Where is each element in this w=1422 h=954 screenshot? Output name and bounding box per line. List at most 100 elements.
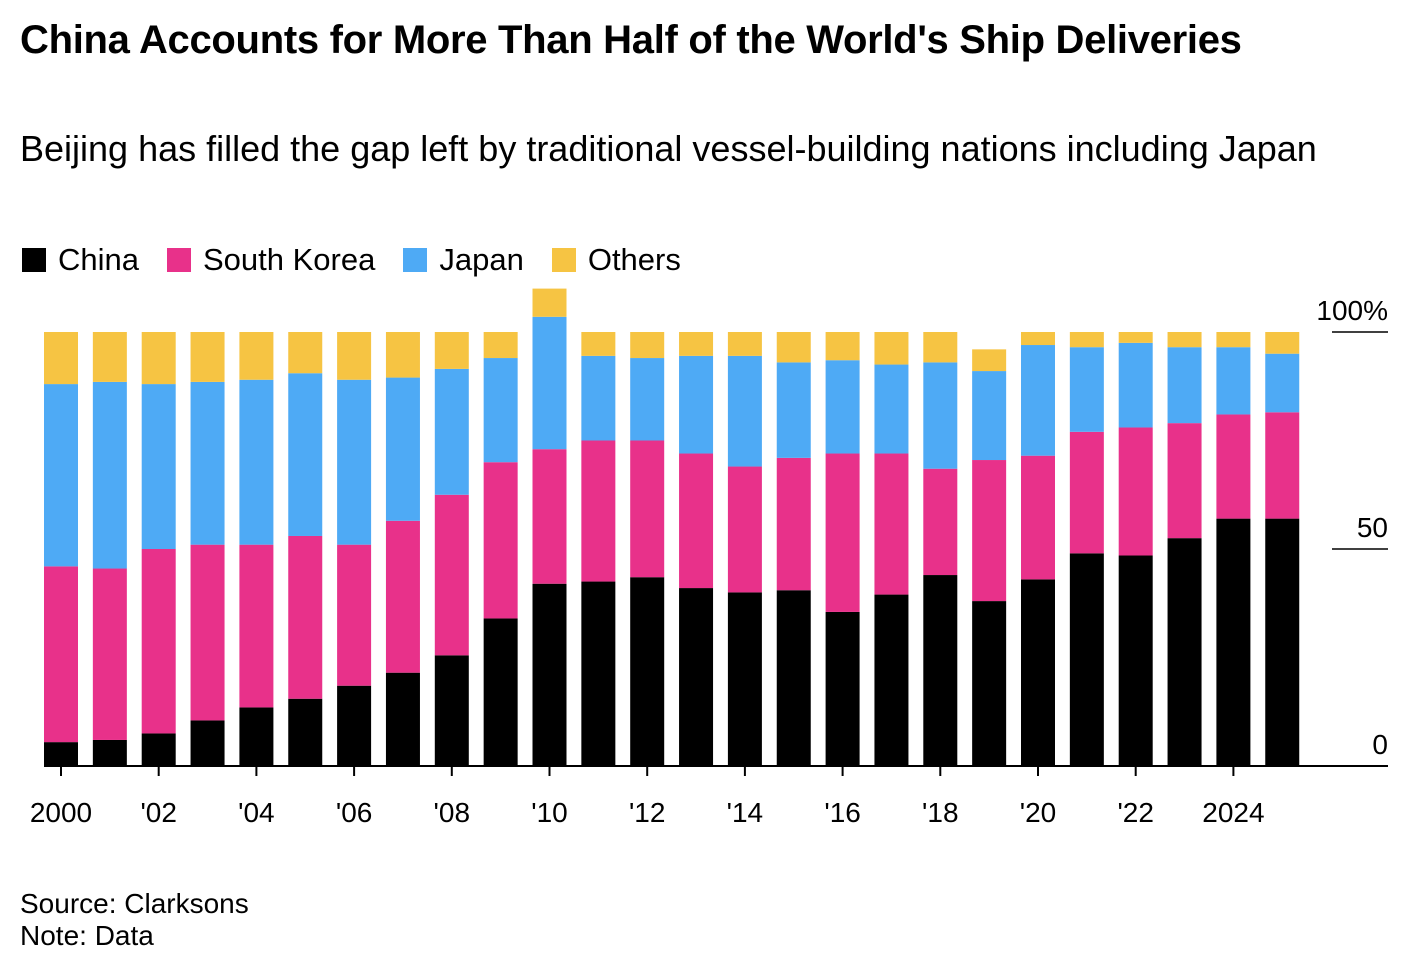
bar-others-2002	[141, 332, 176, 385]
bar-south-korea-2001	[92, 568, 127, 740]
bar-japan-2018	[923, 362, 958, 469]
stacked-bar-chart: 0 50 100% 2000 '02 '04 '06 '08 '10 '12 '14 '16 '18 '2…	[30, 288, 1388, 828]
bar-china-2019	[972, 601, 1007, 766]
y-tick-label: 0	[1372, 729, 1388, 760]
legend-swatch-south-korea	[167, 248, 191, 272]
bar-others-2024	[1216, 332, 1251, 348]
bar-others-2017	[874, 332, 909, 365]
bar-others-2008	[434, 332, 469, 369]
bar-china-2014	[727, 592, 762, 766]
bar-china-2001	[92, 739, 127, 766]
bar-china-2006	[337, 685, 372, 766]
bar-japan-2025	[1265, 353, 1300, 413]
bar-south-korea-2016	[825, 453, 860, 612]
bar-china-2012	[630, 577, 665, 766]
bar-japan-2023	[1167, 347, 1202, 424]
x-tick-label: '10	[531, 797, 568, 828]
bar-china-2007	[385, 672, 420, 766]
bar-south-korea-2009	[483, 462, 518, 619]
chart-subtitle: Beijing has filled the gap left by tradi…	[20, 128, 1317, 169]
bar-others-2011	[581, 332, 616, 356]
bar-south-korea-2020	[1021, 455, 1055, 580]
bar-china-2022	[1118, 555, 1153, 766]
bar-japan-2001	[92, 381, 127, 569]
bar-japan-2013	[679, 355, 714, 454]
bar-japan-2008	[434, 368, 469, 495]
bar-japan-2003	[190, 381, 225, 545]
bar-china-2010	[532, 583, 567, 766]
bar-others-2021	[1069, 332, 1104, 348]
bar-japan-2002	[141, 384, 176, 549]
bar-south-korea-2002	[141, 549, 176, 734]
bar-china-2013	[679, 588, 714, 766]
bar-japan-2019	[972, 371, 1007, 461]
bar-china-2024	[1216, 518, 1251, 766]
bar-others-2009	[483, 332, 518, 359]
legend-item-others: Others	[551, 242, 681, 278]
bar-others-2018	[923, 332, 958, 363]
bar-south-korea-2024	[1216, 414, 1251, 519]
bar-china-2009	[483, 618, 518, 766]
bar-japan-2005	[288, 373, 323, 536]
bar-others-2015	[776, 332, 811, 363]
bar-china-2023	[1167, 538, 1202, 766]
bar-south-korea-2004	[239, 544, 274, 708]
bar-japan-2009	[483, 358, 518, 463]
bar-china-2020	[1021, 579, 1055, 766]
x-tick-label: '04	[238, 797, 275, 828]
y-tick-label: 100%	[1316, 295, 1388, 326]
bar-japan-2016	[825, 360, 860, 454]
bar-china-2025	[1265, 518, 1300, 766]
x-tick-label: '12	[629, 797, 666, 828]
bar-others-2007	[385, 332, 420, 378]
legend-swatch-japan	[403, 248, 428, 272]
bar-south-korea-2025	[1265, 412, 1300, 519]
x-tick-label: '02	[140, 797, 177, 828]
bar-south-korea-2011	[581, 440, 616, 582]
chart-title: China Accounts for More Than Half of the…	[20, 18, 1242, 62]
bar-japan-2021	[1069, 347, 1104, 432]
bar-others-2012	[630, 332, 665, 359]
bar-japan-2006	[337, 379, 372, 545]
chart-legend: China South Korea Japan Others	[22, 240, 709, 280]
bar-japan-2014	[727, 355, 762, 467]
bar-others-2004	[239, 332, 274, 380]
bar-others-2001	[92, 332, 127, 382]
legend-label-china: China	[58, 242, 139, 277]
y-tick-label: 50	[1357, 512, 1388, 543]
bar-japan-2000	[44, 384, 78, 567]
bar-china-2004	[239, 707, 274, 766]
x-tick-label: 2000	[30, 797, 92, 828]
bar-others-2023	[1167, 332, 1202, 348]
bar-others-2013	[679, 332, 714, 356]
bar-china-2016	[825, 611, 860, 766]
bar-others-2016	[825, 332, 860, 361]
bar-japan-2012	[630, 358, 665, 441]
bar-china-2002	[141, 733, 176, 766]
source-note: Source: Clarksons	[20, 888, 249, 919]
bar-south-korea-2022	[1118, 427, 1153, 556]
bar-japan-2024	[1216, 347, 1251, 415]
bar-south-korea-2021	[1069, 431, 1104, 554]
bar-south-korea-2013	[679, 453, 714, 589]
x-tick-label: '08	[434, 797, 471, 828]
legend-item-china: China	[22, 242, 139, 278]
bar-china-2021	[1069, 553, 1104, 766]
bar-japan-2004	[239, 379, 274, 545]
legend-item-south-korea: South Korea	[167, 242, 375, 278]
bar-others-2006	[337, 332, 372, 380]
legend-label-others: Others	[587, 242, 681, 277]
bar-china-2018	[923, 575, 958, 766]
legend-swatch-china	[22, 248, 46, 272]
bar-japan-2011	[581, 355, 616, 441]
bar-others-2014	[727, 332, 762, 356]
bar-others-2010	[532, 288, 567, 317]
bar-others-2000	[44, 332, 78, 385]
bar-china-2017	[874, 594, 909, 766]
x-tick-label: 2024	[1202, 797, 1264, 828]
bar-china-2003	[190, 720, 225, 766]
bar-others-2003	[190, 332, 225, 382]
bar-south-korea-2005	[288, 535, 323, 699]
bar-south-korea-2010	[532, 449, 567, 584]
bar-china-2011	[581, 581, 616, 766]
